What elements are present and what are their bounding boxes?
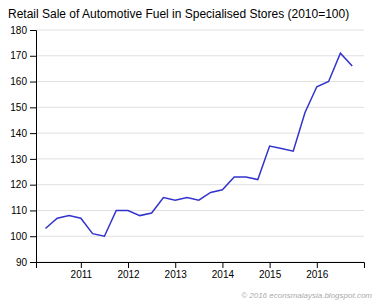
tick-label: 2016 bbox=[306, 269, 329, 280]
tick: 2012 bbox=[117, 262, 140, 280]
tick-mark bbox=[30, 236, 36, 237]
y-axis: 90 100 110 120 130 140 150 160 170 180 bbox=[10, 25, 36, 268]
tick-label: 90 bbox=[16, 257, 28, 268]
tick-label: 170 bbox=[10, 50, 27, 61]
tick: 2011 bbox=[71, 262, 93, 280]
grid-line bbox=[36, 81, 364, 82]
tick-label: 2015 bbox=[259, 269, 282, 280]
marks bbox=[45, 53, 352, 236]
tick: 100 bbox=[10, 231, 36, 242]
tick-label: 140 bbox=[10, 128, 27, 139]
tick: 150 bbox=[10, 102, 36, 113]
grid-line bbox=[36, 236, 364, 237]
tick-label: 100 bbox=[10, 231, 27, 242]
tick-label: 2014 bbox=[212, 269, 235, 280]
tick-mark bbox=[128, 262, 129, 268]
tick-label: 180 bbox=[10, 25, 27, 36]
tick: 110 bbox=[11, 205, 36, 216]
x-axis: 2011 2012 2013 2014 2015 2016 bbox=[37, 262, 365, 280]
tick-label: 2012 bbox=[117, 269, 140, 280]
tick-mark bbox=[317, 262, 318, 268]
tick-mark bbox=[30, 56, 36, 57]
tick-label: 120 bbox=[10, 179, 27, 190]
tick-mark bbox=[30, 107, 36, 108]
tick-mark bbox=[30, 30, 36, 31]
tick: 2016 bbox=[306, 262, 329, 280]
tick-mark bbox=[30, 185, 36, 186]
grid bbox=[36, 30, 364, 262]
tick: 2014 bbox=[212, 262, 235, 280]
annotation: © 2016 econsmalaysia.blogspot.com bbox=[241, 291, 372, 300]
title: Retail Sale of Automotive Fuel in Specia… bbox=[8, 7, 349, 21]
tick: 170 bbox=[10, 50, 36, 61]
tick: 180 bbox=[10, 25, 36, 36]
tick-mark bbox=[175, 262, 176, 268]
axis-line bbox=[30, 31, 37, 263]
tick-label: 2011 bbox=[71, 269, 93, 280]
chart: Retail Sale of Automotive Fuel in Specia… bbox=[0, 0, 380, 304]
grid-line bbox=[36, 30, 364, 31]
tick: 130 bbox=[10, 154, 36, 165]
grid-line bbox=[36, 107, 364, 108]
tick-mark bbox=[30, 133, 36, 134]
tick: 160 bbox=[10, 76, 36, 87]
tick-mark bbox=[30, 210, 36, 211]
tick-label: 2013 bbox=[165, 269, 188, 280]
tick-label: 130 bbox=[10, 154, 27, 165]
grid-line bbox=[36, 55, 364, 56]
grid-line bbox=[36, 133, 364, 134]
tick: 90 bbox=[16, 257, 36, 268]
grid-line bbox=[36, 184, 364, 185]
tick-label: 150 bbox=[10, 102, 27, 113]
tick-mark bbox=[30, 159, 36, 160]
tick: 2015 bbox=[259, 262, 282, 280]
tick: 140 bbox=[10, 128, 36, 139]
tick-mark bbox=[30, 82, 36, 83]
tick-mark bbox=[81, 262, 82, 268]
plot: 2011 2012 2013 2014 2015 2016 90 100 110 120 130 14… bbox=[10, 25, 364, 280]
grid-line bbox=[36, 210, 364, 211]
line bbox=[45, 53, 352, 236]
tick-mark bbox=[222, 262, 223, 268]
tick-mark bbox=[270, 262, 271, 268]
tick-mark bbox=[30, 262, 36, 263]
tick: 2013 bbox=[165, 262, 188, 280]
tick-label: 160 bbox=[10, 76, 27, 87]
grid-line bbox=[36, 158, 364, 159]
tick-label: 110 bbox=[11, 205, 27, 216]
axis-line bbox=[37, 263, 365, 269]
tick: 120 bbox=[10, 179, 36, 190]
